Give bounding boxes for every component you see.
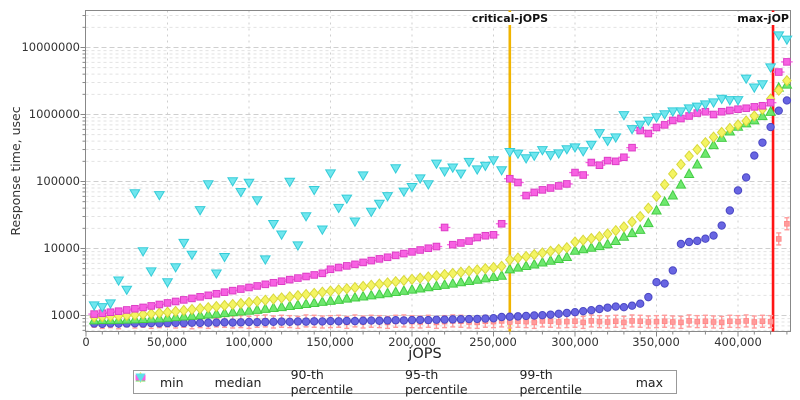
legend-item-min: min	[136, 373, 184, 390]
x-tick-label-8: 400,000	[714, 335, 762, 349]
x-tick-label-0: 0	[82, 335, 90, 349]
y-tick-label-10000: 10000	[43, 241, 80, 255]
x-tick-label-6: 300,000	[551, 335, 599, 349]
critical-jops-label: critical-jOPS	[470, 12, 550, 25]
legend-label-90th: 90-th percentile	[290, 367, 354, 397]
legend: min median 90-th percentile 95-th percen…	[133, 367, 677, 397]
y-axis-title: Response time, usec	[8, 106, 23, 236]
max-marker-icon	[135, 373, 631, 389]
x-tick-label-2: 100,000	[225, 335, 273, 349]
legend-label-median: median	[214, 374, 262, 390]
legend-item-max: max	[135, 373, 663, 390]
legend-label-99th: 99-th percentile	[519, 367, 582, 397]
median-marker-icon	[136, 373, 210, 389]
y-tick-label-10000000: 10000000	[21, 40, 80, 54]
p99-marker-icon	[135, 374, 514, 389]
x-tick-label-5: 250,000	[469, 335, 517, 349]
legend-label-min: min	[160, 374, 184, 390]
x-tick-label-3: 150,000	[306, 335, 354, 349]
y-tick-label-100000: 100000	[36, 174, 80, 188]
p95-marker-icon	[136, 372, 400, 389]
legend-label-max: max	[635, 374, 663, 390]
legend-item-90th: 90-th percentile	[135, 367, 375, 397]
max-jops-label: max-jOP	[736, 12, 790, 25]
y-tick-label-1000: 1000	[50, 308, 80, 322]
legend-item-median: median	[136, 373, 262, 390]
y-tick-label-1000000: 1000000	[28, 107, 80, 121]
legend-item-99th: 99-th percentile	[135, 367, 604, 397]
x-axis-title: jOPS	[408, 346, 442, 362]
legend-label-95th: 95-th percentile	[405, 367, 468, 397]
x-tick-label-7: 350,000	[632, 335, 680, 349]
x-tick-label-4: 200,000	[388, 335, 436, 349]
x-tick-label-1: 50,000	[146, 335, 188, 349]
p90-marker-icon	[135, 372, 285, 389]
legend-item-95th: 95-th percentile	[136, 367, 490, 397]
